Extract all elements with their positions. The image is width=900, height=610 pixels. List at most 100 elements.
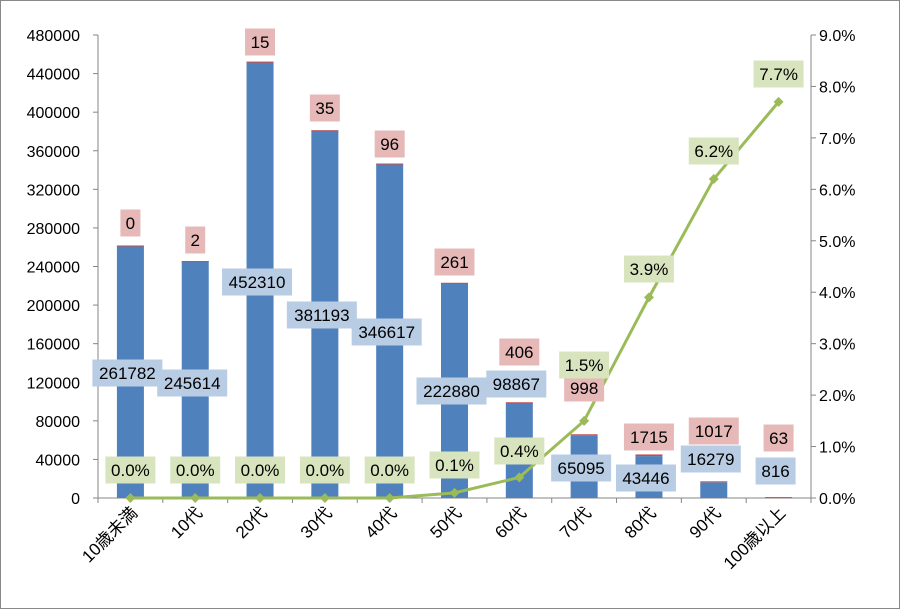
line-value-label-series-3: 1.5% bbox=[565, 356, 604, 375]
y-right-tick-label: 8.0% bbox=[819, 79, 855, 96]
y-left-tick-label: 320000 bbox=[27, 182, 80, 199]
bar-value-label-series-2-box bbox=[120, 209, 141, 237]
bar-series-2 bbox=[116, 245, 144, 247]
line-value-label-series-3-box bbox=[299, 456, 350, 484]
x-category-label: 90代 bbox=[686, 503, 725, 542]
bar-value-label-series-2: 998 bbox=[570, 379, 598, 398]
y-right-tick-label: 4.0% bbox=[819, 285, 855, 302]
line-value-label-series-3: 0.0% bbox=[370, 461, 409, 480]
x-category-label: 80代 bbox=[621, 503, 660, 542]
bar-value-label-series-2: 63 bbox=[769, 429, 788, 448]
bar-value-label-series-2-box bbox=[623, 423, 674, 451]
line-value-label-series-3-box bbox=[559, 351, 610, 379]
y-left-tick-label: 80000 bbox=[36, 414, 81, 431]
bar-value-label-series-1-box bbox=[222, 268, 293, 296]
bar-value-label-series-2-box bbox=[434, 248, 475, 276]
bar-value-label-series-1-box bbox=[680, 445, 741, 473]
bar-series-2 bbox=[635, 454, 663, 457]
bar-value-label-series-2-box bbox=[374, 130, 405, 158]
y-right-tick-label: 3.0% bbox=[819, 337, 855, 354]
bar-value-label-series-2: 261 bbox=[440, 253, 468, 272]
y-left-tick-label: 480000 bbox=[27, 28, 80, 45]
bar-value-label-series-2: 0 bbox=[126, 214, 135, 233]
x-category-label: 40代 bbox=[362, 503, 401, 542]
bar-value-label-series-1: 16279 bbox=[687, 450, 734, 469]
y-left-tick-label: 200000 bbox=[27, 298, 80, 315]
x-category-label: 60代 bbox=[491, 503, 530, 542]
bar-value-label-series-2-box bbox=[245, 28, 276, 56]
y-right-tick-label: 9.0% bbox=[819, 28, 855, 45]
line-value-label-series-3-box bbox=[170, 456, 221, 484]
bar-value-label-series-2-box bbox=[564, 374, 605, 402]
line-value-label-series-3: 0.0% bbox=[176, 461, 215, 480]
line-marker bbox=[190, 493, 201, 503]
bar-value-label-series-1: 452310 bbox=[229, 273, 286, 292]
bar-series-2 bbox=[505, 402, 533, 404]
y-right-tick-label: 0.0% bbox=[819, 491, 855, 508]
bar-value-label-series-1: 43446 bbox=[622, 469, 669, 488]
x-category-label: 20代 bbox=[232, 503, 271, 542]
line-value-label-series-3: 7.7% bbox=[759, 65, 798, 84]
x-category-label: 10歳未満 bbox=[78, 503, 141, 566]
bar-series-1 bbox=[700, 482, 728, 498]
bar-series-2 bbox=[311, 130, 339, 132]
y-left-tick-label: 440000 bbox=[27, 67, 80, 84]
bar-series-2 bbox=[181, 261, 209, 263]
bar-value-label-series-2: 1017 bbox=[695, 422, 733, 441]
line-value-label-series-3-box bbox=[105, 456, 156, 484]
y-right-tick-label: 1.0% bbox=[819, 440, 855, 457]
bar-value-label-series-1: 346617 bbox=[358, 323, 415, 342]
bar-value-label-series-1-box bbox=[551, 454, 612, 482]
line-value-label-series-3-box bbox=[688, 137, 739, 165]
line-value-label-series-3: 3.9% bbox=[630, 260, 669, 279]
bar-series-2 bbox=[570, 434, 598, 436]
line-marker bbox=[643, 292, 654, 303]
line-value-label-series-3: 0.1% bbox=[435, 456, 474, 475]
x-category-label: 30代 bbox=[297, 503, 336, 542]
line-value-label-series-3-box bbox=[235, 456, 286, 484]
bar-value-label-series-2-box bbox=[763, 424, 794, 452]
bar-value-label-series-1: 65095 bbox=[557, 459, 604, 478]
bar-value-label-series-1: 245614 bbox=[164, 374, 221, 393]
bar-value-label-series-2: 96 bbox=[380, 135, 399, 154]
bar-value-label-series-1: 222880 bbox=[423, 382, 480, 401]
y-left-tick-label: 40000 bbox=[36, 452, 81, 469]
line-value-label-series-3: 0.4% bbox=[500, 442, 539, 461]
bar-value-label-series-2-box bbox=[309, 94, 340, 122]
y-right-tick-label: 6.0% bbox=[819, 182, 855, 199]
line-marker bbox=[255, 493, 266, 503]
bar-value-label-series-1: 381193 bbox=[294, 306, 349, 325]
bar-value-label-series-2: 2 bbox=[190, 231, 199, 250]
line-value-label-series-3: 0.0% bbox=[305, 461, 344, 480]
y-left-tick-label: 280000 bbox=[27, 221, 80, 238]
bar-value-label-series-1-box bbox=[157, 369, 228, 397]
bar-value-label-series-1-box bbox=[755, 457, 796, 485]
bar-value-label-series-2: 15 bbox=[251, 33, 270, 52]
line-marker bbox=[708, 174, 719, 185]
bar-series-2 bbox=[765, 497, 793, 499]
line-marker bbox=[384, 493, 395, 503]
line-value-label-series-3-box bbox=[623, 255, 674, 283]
bar-series-2 bbox=[441, 282, 468, 284]
bar-series-2 bbox=[376, 163, 404, 165]
line-marker bbox=[514, 472, 525, 483]
bar-value-label-series-2: 1715 bbox=[630, 428, 668, 447]
line-value-label-series-3-box bbox=[364, 456, 415, 484]
y-left-tick-label: 120000 bbox=[27, 375, 80, 392]
y-left-tick-label: 0 bbox=[71, 491, 80, 508]
x-category-label: 100歳以上 bbox=[720, 503, 790, 573]
bar-value-label-series-2-box bbox=[688, 417, 739, 445]
y-right-tick-label: 5.0% bbox=[819, 234, 855, 251]
bar-value-label-series-1-box bbox=[351, 318, 422, 346]
bar-value-label-series-1-box bbox=[286, 301, 357, 329]
bar-series-2 bbox=[246, 61, 274, 63]
line-value-label-series-3: 6.2% bbox=[694, 142, 733, 161]
bar-value-label-series-1-box bbox=[92, 359, 163, 387]
bar-value-label-series-1-box bbox=[416, 377, 487, 405]
bar-value-label-series-1-box bbox=[615, 464, 676, 492]
bar-value-label-series-1-box bbox=[486, 370, 547, 398]
bar-value-label-series-1: 98867 bbox=[493, 375, 540, 394]
bar-value-label-series-2-box bbox=[185, 226, 206, 254]
bar-value-label-series-2-box bbox=[499, 338, 540, 366]
